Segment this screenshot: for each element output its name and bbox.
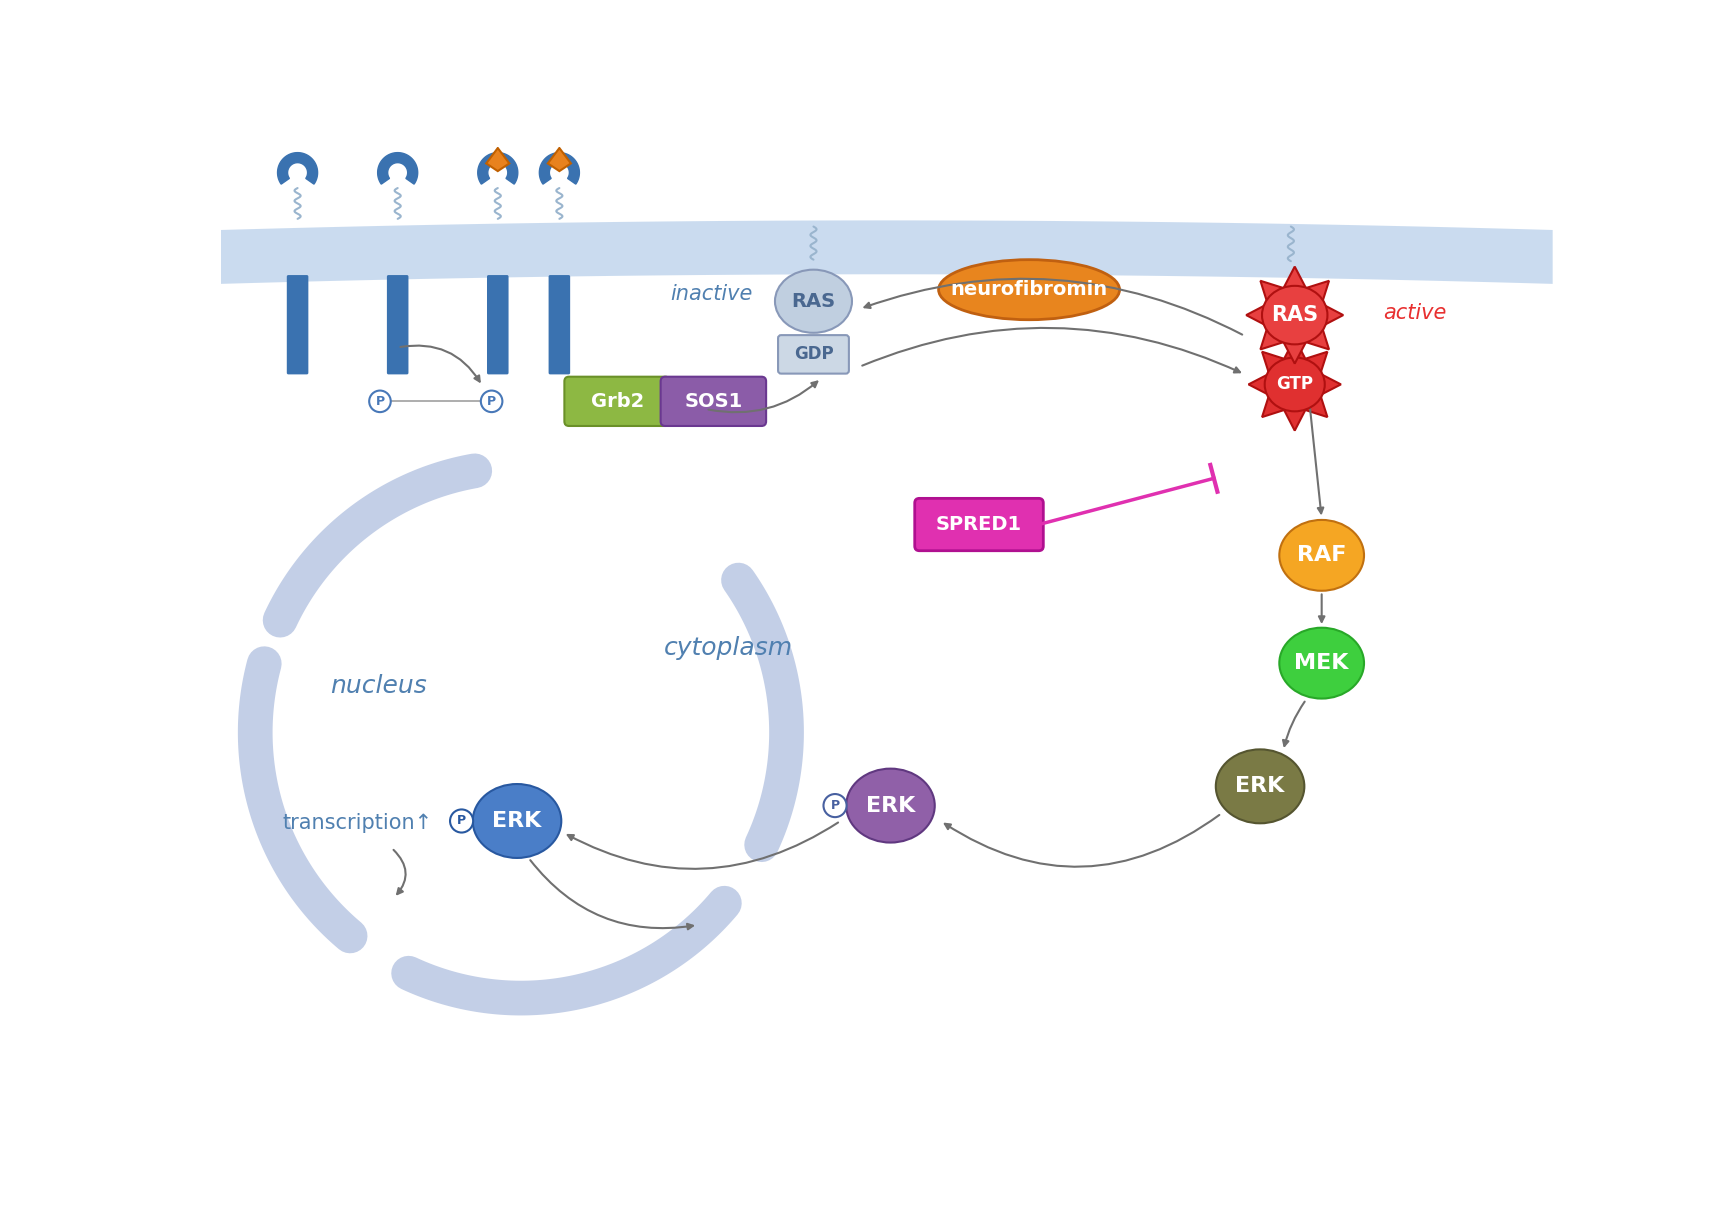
Polygon shape: [1249, 339, 1341, 431]
Text: cytoplasm: cytoplasm: [664, 636, 794, 660]
Text: P: P: [457, 815, 465, 827]
Polygon shape: [540, 152, 580, 184]
Text: neurofibromin: neurofibromin: [950, 280, 1107, 299]
Ellipse shape: [1216, 750, 1304, 823]
FancyBboxPatch shape: [488, 275, 509, 374]
Text: RAF: RAF: [1298, 545, 1346, 566]
Polygon shape: [548, 148, 571, 171]
FancyBboxPatch shape: [287, 275, 308, 374]
Ellipse shape: [1278, 520, 1363, 590]
FancyBboxPatch shape: [778, 335, 849, 373]
Circle shape: [481, 390, 502, 412]
Text: P: P: [488, 395, 497, 407]
Polygon shape: [277, 152, 318, 184]
Text: Grb2: Grb2: [590, 391, 644, 411]
Circle shape: [368, 390, 391, 412]
Text: SPRED1: SPRED1: [936, 515, 1022, 534]
Ellipse shape: [846, 768, 934, 843]
Text: P: P: [375, 395, 384, 407]
Text: inactive: inactive: [671, 283, 753, 303]
Text: GTP: GTP: [1277, 375, 1313, 394]
Text: transcription↑: transcription↑: [282, 814, 432, 833]
Text: ERK: ERK: [1235, 777, 1285, 796]
Ellipse shape: [1265, 357, 1325, 411]
Text: ERK: ERK: [493, 811, 541, 831]
Text: RAS: RAS: [791, 292, 836, 310]
Polygon shape: [477, 152, 517, 184]
Text: ERK: ERK: [865, 795, 915, 816]
Text: nucleus: nucleus: [330, 675, 427, 698]
Text: SOS1: SOS1: [685, 391, 742, 411]
Ellipse shape: [939, 260, 1119, 320]
Ellipse shape: [1278, 628, 1363, 698]
Polygon shape: [221, 221, 1554, 283]
Ellipse shape: [775, 270, 851, 333]
Text: P: P: [830, 799, 839, 812]
Text: RAS: RAS: [1272, 306, 1318, 325]
Ellipse shape: [1261, 286, 1327, 345]
Polygon shape: [1246, 266, 1342, 363]
Circle shape: [450, 810, 472, 833]
Polygon shape: [486, 148, 509, 171]
FancyBboxPatch shape: [388, 275, 408, 374]
Text: active: active: [1384, 303, 1446, 323]
FancyBboxPatch shape: [915, 498, 1043, 551]
Ellipse shape: [472, 784, 561, 858]
Polygon shape: [377, 152, 417, 184]
Circle shape: [823, 794, 846, 817]
Text: MEK: MEK: [1294, 653, 1349, 674]
FancyBboxPatch shape: [564, 377, 670, 426]
FancyBboxPatch shape: [548, 275, 571, 374]
FancyBboxPatch shape: [661, 377, 766, 426]
Text: GDP: GDP: [794, 345, 834, 363]
